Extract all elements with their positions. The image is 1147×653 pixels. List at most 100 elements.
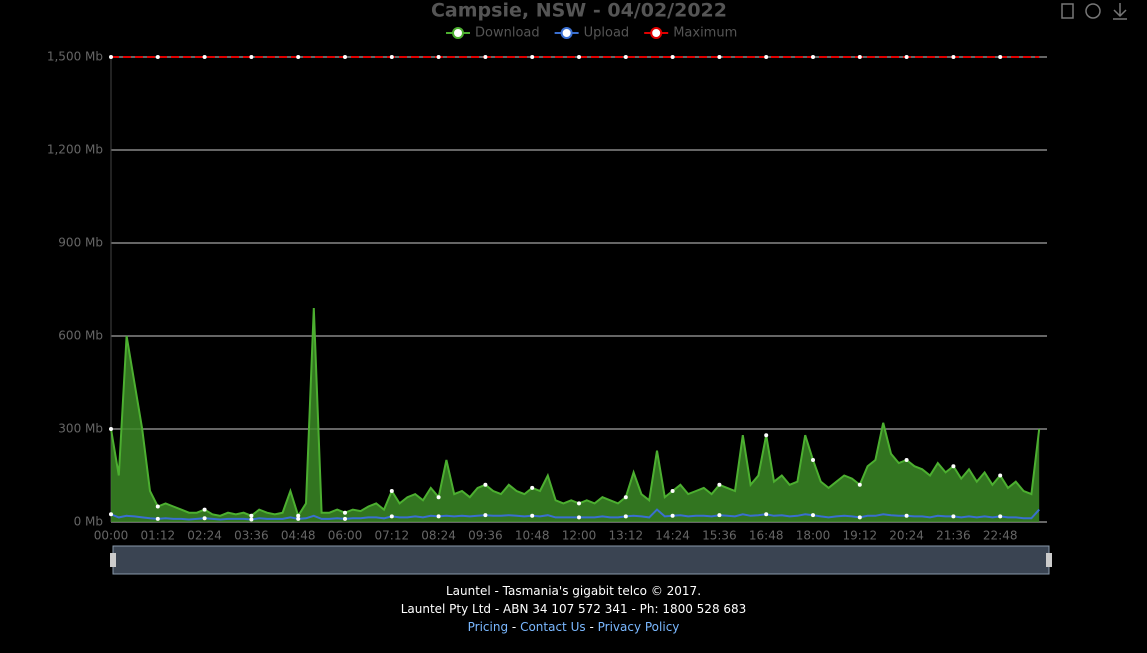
y-tick-label: 300 Mb bbox=[58, 422, 103, 436]
point-marker bbox=[857, 515, 862, 520]
point-marker bbox=[998, 514, 1003, 519]
point-marker bbox=[811, 458, 815, 462]
point-marker bbox=[764, 55, 769, 59]
x-tick-label: 06:00 bbox=[328, 529, 363, 543]
point-marker bbox=[530, 55, 535, 59]
point-marker bbox=[155, 516, 160, 521]
x-tick-label: 13:12 bbox=[609, 529, 644, 543]
point-marker bbox=[670, 489, 675, 493]
point-marker bbox=[249, 517, 254, 522]
legend-marker bbox=[452, 27, 464, 39]
point-marker bbox=[951, 464, 956, 469]
toolbar[interactable] bbox=[1061, 3, 1127, 20]
point-marker bbox=[670, 513, 675, 518]
x-tick-label: 01:12 bbox=[141, 529, 176, 543]
point-marker bbox=[717, 513, 722, 518]
point-marker bbox=[577, 501, 581, 506]
footer-line: Launtel - Tasmania's gigabit telco © 201… bbox=[445, 584, 702, 598]
point-marker bbox=[249, 513, 254, 518]
x-tick-label: 18:00 bbox=[796, 529, 831, 543]
point-marker bbox=[109, 55, 113, 59]
icon-refresh[interactable] bbox=[1085, 3, 1101, 19]
point-marker bbox=[577, 55, 581, 59]
point-marker bbox=[483, 55, 488, 59]
link[interactable]: Contact Us bbox=[520, 620, 586, 634]
y-tick-label: 900 Mb bbox=[58, 236, 103, 250]
x-tick-label: 20:24 bbox=[889, 529, 924, 543]
y-tick-label: 1,500 Mb bbox=[47, 50, 103, 64]
point-marker bbox=[904, 513, 909, 518]
separator: - bbox=[511, 620, 517, 634]
y-tick-label: 0 Mb bbox=[74, 515, 103, 529]
y-tick-label: 1,200 Mb bbox=[47, 143, 103, 157]
icon-download[interactable] bbox=[1113, 3, 1127, 20]
area bbox=[111, 308, 1040, 522]
point-marker bbox=[436, 514, 441, 519]
x-tick-label: 15:36 bbox=[702, 529, 737, 543]
navigator-handle[interactable] bbox=[1046, 553, 1052, 567]
navigator[interactable] bbox=[112, 545, 1050, 575]
x-tick-label: 04:48 bbox=[281, 529, 316, 543]
point-marker bbox=[155, 504, 160, 509]
point-marker bbox=[343, 55, 347, 59]
legend-item[interactable]: Maximum bbox=[644, 26, 737, 41]
point-marker bbox=[296, 513, 301, 518]
point-marker bbox=[343, 516, 347, 521]
point-marker bbox=[623, 514, 628, 519]
point-marker bbox=[857, 55, 862, 59]
icon-doc[interactable] bbox=[1061, 3, 1074, 19]
navigator-handle[interactable] bbox=[110, 553, 116, 567]
x-tick-label: 21:36 bbox=[936, 529, 971, 543]
series-line bbox=[110, 508, 1040, 521]
chart-title: Campsie, NSW - 04/02/2022 bbox=[431, 0, 727, 22]
point-marker bbox=[951, 514, 956, 519]
legend-marker bbox=[650, 27, 663, 39]
x-tick-label: 00:00 bbox=[94, 529, 129, 543]
point-marker bbox=[717, 482, 722, 487]
point-marker bbox=[670, 55, 675, 59]
point-marker bbox=[811, 55, 815, 59]
series-line bbox=[110, 308, 1041, 519]
legend-item[interactable]: Download bbox=[446, 26, 540, 41]
point-marker bbox=[436, 495, 441, 500]
link[interactable]: Privacy Policy bbox=[597, 620, 680, 634]
separator: - bbox=[589, 620, 594, 634]
point-marker bbox=[857, 482, 862, 487]
point-marker bbox=[483, 513, 488, 518]
point-marker bbox=[530, 513, 535, 518]
point-marker bbox=[436, 55, 441, 59]
point-marker bbox=[764, 433, 769, 438]
x-tick-label: 16:48 bbox=[749, 529, 784, 543]
point-marker bbox=[389, 489, 394, 493]
point-marker bbox=[109, 512, 113, 517]
point-marker bbox=[296, 55, 301, 59]
x-tick-label: 03:36 bbox=[234, 529, 269, 543]
point-marker bbox=[530, 485, 535, 490]
point-marker bbox=[343, 510, 347, 515]
x-tick-label: 08:24 bbox=[421, 529, 456, 543]
link[interactable]: Pricing bbox=[467, 620, 509, 634]
point-marker bbox=[951, 55, 956, 59]
footer-line: Launtel Pty Ltd - ABN 34 107 572 341 - P… bbox=[400, 602, 747, 616]
legend-label: Maximum bbox=[673, 26, 737, 41]
x-tick-label: 07:12 bbox=[375, 529, 410, 543]
point-marker bbox=[296, 516, 301, 521]
point-marker bbox=[249, 55, 254, 59]
point-marker bbox=[998, 55, 1003, 59]
x-tick-label: 12:00 bbox=[562, 529, 597, 543]
point-marker bbox=[577, 515, 581, 520]
legend-item[interactable]: Upload bbox=[554, 26, 630, 41]
legend-label: Download bbox=[475, 26, 540, 41]
point-marker bbox=[389, 514, 394, 519]
point-marker bbox=[202, 55, 207, 59]
x-tick-label: 22:48 bbox=[983, 529, 1018, 543]
chart: Campsie, NSW - 04/02/2022 0 Mb 300 Mb 600 … bbox=[47, 0, 1127, 575]
point-marker bbox=[623, 495, 628, 500]
y-tick-label: 600 Mb bbox=[58, 329, 103, 343]
point-marker bbox=[904, 458, 909, 462]
legend-label: Upload bbox=[584, 26, 630, 41]
point-marker bbox=[717, 55, 722, 59]
point-marker bbox=[202, 507, 207, 512]
point-marker bbox=[764, 512, 769, 517]
point-marker bbox=[811, 513, 815, 518]
